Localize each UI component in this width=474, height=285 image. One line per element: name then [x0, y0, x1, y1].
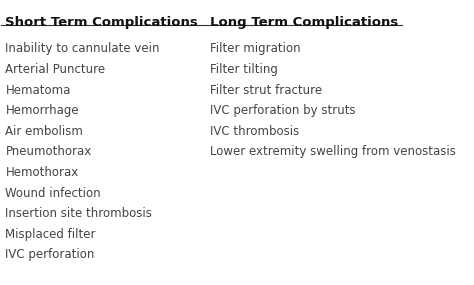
- Text: IVC perforation: IVC perforation: [5, 248, 95, 261]
- Text: Hemothorax: Hemothorax: [5, 166, 79, 179]
- Text: Filter migration: Filter migration: [210, 42, 301, 55]
- Text: Hematoma: Hematoma: [5, 84, 71, 97]
- Text: Long Term Complications: Long Term Complications: [210, 15, 399, 28]
- Text: Inability to cannulate vein: Inability to cannulate vein: [5, 42, 160, 55]
- Text: Arterial Puncture: Arterial Puncture: [5, 63, 106, 76]
- Text: Short Term Complications: Short Term Complications: [5, 15, 198, 28]
- Text: IVC thrombosis: IVC thrombosis: [210, 125, 300, 138]
- Text: Wound infection: Wound infection: [5, 186, 101, 200]
- Text: Pneumothorax: Pneumothorax: [5, 145, 91, 158]
- Text: Misplaced filter: Misplaced filter: [5, 228, 96, 241]
- Text: Filter strut fracture: Filter strut fracture: [210, 84, 322, 97]
- Text: Insertion site thrombosis: Insertion site thrombosis: [5, 207, 152, 220]
- Text: Lower extremity swelling from venostasis: Lower extremity swelling from venostasis: [210, 145, 456, 158]
- Text: Air embolism: Air embolism: [5, 125, 83, 138]
- Text: Filter tilting: Filter tilting: [210, 63, 278, 76]
- Text: IVC perforation by struts: IVC perforation by struts: [210, 104, 356, 117]
- Text: Hemorrhage: Hemorrhage: [5, 104, 79, 117]
